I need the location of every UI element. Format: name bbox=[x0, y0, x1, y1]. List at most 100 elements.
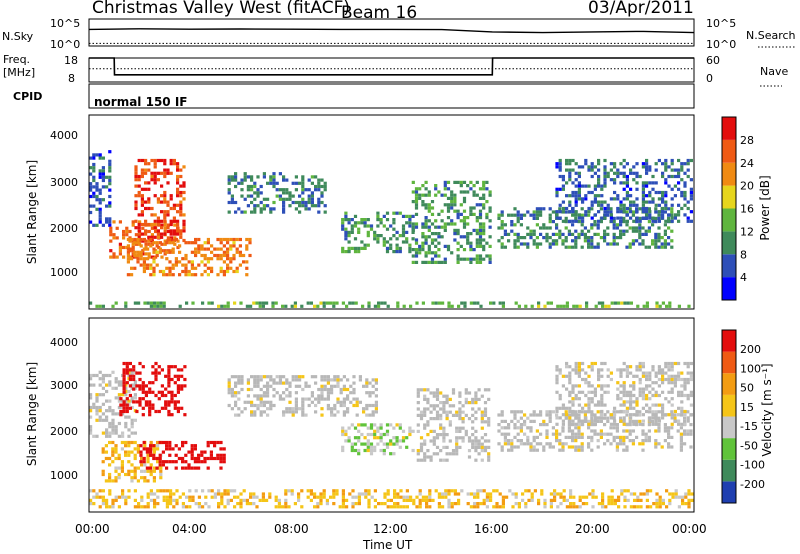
heatmap-cell bbox=[478, 187, 483, 191]
heatmap-cell bbox=[144, 384, 148, 388]
heatmap-cell bbox=[182, 184, 186, 188]
heatmap-cell bbox=[667, 236, 671, 240]
heatmap-cell bbox=[654, 416, 658, 420]
heatmap-cell bbox=[421, 244, 425, 248]
heatmap-cell bbox=[429, 417, 433, 421]
heatmap-cell bbox=[677, 181, 681, 185]
heatmap-cell bbox=[148, 403, 152, 407]
heatmap-cell bbox=[632, 384, 636, 388]
heatmap-cell bbox=[616, 387, 620, 391]
heatmap-cell bbox=[339, 403, 343, 408]
heatmap-cell bbox=[453, 489, 457, 493]
heatmap-cell bbox=[616, 216, 620, 220]
heatmap-cell bbox=[660, 445, 664, 449]
heatmap-cell bbox=[453, 232, 457, 236]
heatmap-cell bbox=[288, 191, 292, 195]
heatmap-cell bbox=[657, 213, 661, 217]
heatmap-cell bbox=[108, 188, 112, 192]
heatmap-cell bbox=[304, 207, 308, 211]
heatmap-cell bbox=[108, 463, 112, 467]
heatmap-cell bbox=[629, 505, 633, 509]
heatmap-cell bbox=[262, 394, 266, 398]
heatmap-cell bbox=[482, 225, 486, 229]
heatmap-cell bbox=[677, 203, 681, 207]
heatmap-cell bbox=[446, 196, 451, 200]
heatmap-cell bbox=[555, 242, 559, 246]
heatmap-cell bbox=[619, 403, 623, 407]
heatmap-cell bbox=[229, 244, 233, 248]
heatmap-cell bbox=[180, 406, 184, 410]
heatmap-cell bbox=[647, 220, 651, 224]
heatmap-cell bbox=[219, 447, 223, 451]
heatmap-cell bbox=[568, 219, 572, 223]
heatmap-cell bbox=[170, 365, 174, 369]
heatmap-cell bbox=[584, 416, 588, 420]
heatmap-cell bbox=[169, 495, 173, 499]
heatmap-cell bbox=[156, 219, 160, 223]
heatmap-cell bbox=[619, 442, 623, 446]
heatmap-cell bbox=[282, 375, 286, 379]
heatmap-cell bbox=[282, 178, 286, 182]
heatmap-cell bbox=[290, 304, 294, 308]
heatmap-cell bbox=[655, 304, 659, 308]
heatmap-cell bbox=[137, 158, 141, 163]
heatmap-cell bbox=[152, 266, 156, 270]
heatmap-cell bbox=[500, 448, 504, 452]
heatmap-cell bbox=[663, 210, 667, 214]
heatmap-cell bbox=[344, 227, 348, 231]
heatmap-cell bbox=[638, 422, 642, 426]
heatmap-cell bbox=[612, 236, 616, 240]
heatmap-cell bbox=[339, 400, 343, 404]
heatmap-cell bbox=[124, 304, 128, 308]
heatmap-cell bbox=[240, 410, 244, 414]
heatmap-cell bbox=[160, 390, 164, 394]
heatmap-cell bbox=[581, 406, 585, 410]
heatmap-cell bbox=[568, 419, 572, 423]
heatmap-cell bbox=[167, 368, 171, 372]
heatmap-cell bbox=[108, 434, 112, 438]
heatmap-cell bbox=[171, 263, 175, 267]
heatmap-cell bbox=[431, 498, 435, 502]
heatmap-cell bbox=[307, 397, 311, 401]
heatmap-cell bbox=[174, 263, 178, 267]
heatmap-cell bbox=[200, 244, 204, 248]
heatmap-cell bbox=[479, 304, 483, 308]
heatmap-cell bbox=[149, 489, 153, 493]
heatmap-cell bbox=[300, 304, 304, 308]
heatmap-cell bbox=[455, 436, 459, 440]
heatmap-cell bbox=[182, 219, 186, 223]
heatmap-cell bbox=[117, 466, 121, 470]
heatmap-cell bbox=[347, 250, 351, 254]
heatmap-cell bbox=[300, 489, 304, 493]
heatmap-cell bbox=[249, 495, 253, 499]
heatmap-cell bbox=[266, 394, 270, 398]
heatmap-cell bbox=[239, 492, 243, 496]
heatmap-cell bbox=[574, 384, 578, 388]
heatmap-cell bbox=[625, 210, 629, 214]
heatmap-cell bbox=[638, 236, 642, 240]
heatmap-cell bbox=[360, 432, 364, 437]
heatmap-cell bbox=[689, 374, 693, 378]
heatmap-cell bbox=[613, 301, 617, 305]
heatmap-cell bbox=[133, 393, 137, 397]
heatmap-cell bbox=[442, 394, 446, 398]
heatmap-cell bbox=[587, 419, 591, 423]
heatmap-cell bbox=[558, 162, 562, 166]
heatmap-cell bbox=[150, 174, 154, 179]
heatmap-cell bbox=[613, 178, 617, 182]
heatmap-cell bbox=[234, 391, 238, 395]
heatmap-cell bbox=[320, 378, 324, 382]
heatmap-cell bbox=[184, 257, 188, 261]
heatmap-cell bbox=[477, 407, 481, 411]
heatmap-cell bbox=[130, 383, 134, 387]
heatmap-cell bbox=[152, 456, 156, 461]
heatmap-cell bbox=[250, 194, 254, 198]
heatmap-cell bbox=[571, 210, 575, 214]
heatmap-cell bbox=[401, 224, 406, 228]
heatmap-cell bbox=[667, 174, 671, 179]
heatmap-cell bbox=[376, 237, 380, 241]
heatmap-cell bbox=[176, 387, 180, 391]
heatmap-cell bbox=[609, 168, 613, 172]
heatmap-cell bbox=[132, 365, 136, 369]
heatmap-cell bbox=[105, 505, 109, 509]
